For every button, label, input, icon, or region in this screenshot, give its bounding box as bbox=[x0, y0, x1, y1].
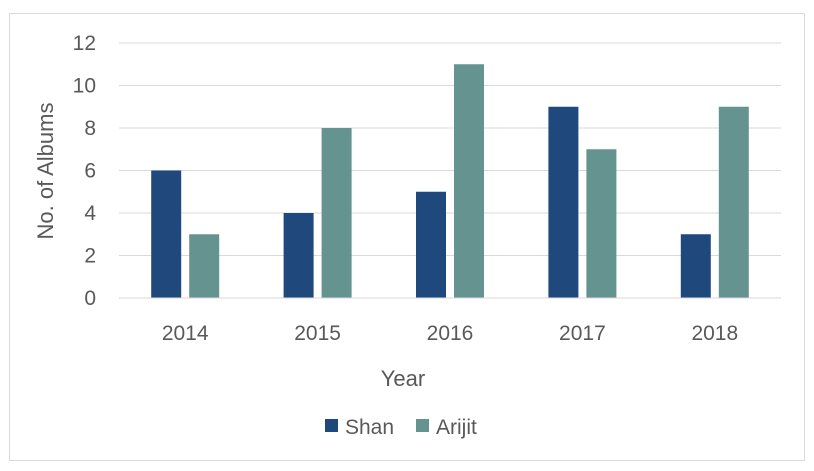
x-tick-label: 2017 bbox=[559, 322, 606, 345]
x-tick-label: 2015 bbox=[294, 322, 341, 345]
y-tick-label: 0 bbox=[84, 287, 96, 310]
chart-frame bbox=[9, 13, 805, 461]
y-tick-label: 12 bbox=[73, 32, 96, 55]
y-tick-label: 4 bbox=[84, 202, 96, 225]
bar-shan-2018 bbox=[680, 234, 711, 298]
legend-label-arijit: Arijit bbox=[436, 416, 477, 439]
bar-shan-2016 bbox=[416, 191, 446, 298]
legend-swatch-arijit bbox=[416, 419, 429, 432]
bar-shan-2015 bbox=[283, 213, 314, 298]
y-axis-tick-labels: 0 2 4 6 8 10 12 bbox=[73, 32, 97, 310]
legend: Shan Arijit bbox=[325, 416, 477, 439]
x-tick-label: 2016 bbox=[427, 322, 474, 345]
x-axis-title: Year bbox=[381, 366, 425, 391]
y-tick-label: 2 bbox=[84, 245, 96, 268]
legend-swatch-shan bbox=[325, 419, 338, 432]
bar-shan-2014 bbox=[151, 170, 182, 298]
bar-arijit-2018 bbox=[718, 106, 749, 298]
x-axis-tick-labels: 2014 2015 2016 2017 2018 bbox=[162, 322, 738, 345]
gridlines bbox=[119, 42, 781, 256]
x-tick-label: 2018 bbox=[691, 322, 738, 345]
y-tick-label: 6 bbox=[84, 160, 96, 183]
bar-arijit-2016 bbox=[454, 64, 484, 298]
y-axis-title: No. of Albums bbox=[33, 103, 58, 240]
y-tick-label: 8 bbox=[84, 117, 96, 140]
bar-arijit-2015 bbox=[321, 128, 352, 298]
x-tick-label: 2014 bbox=[162, 322, 209, 345]
bar-arijit-2017 bbox=[586, 149, 617, 298]
legend-label-shan: Shan bbox=[345, 416, 394, 439]
bars bbox=[151, 64, 749, 298]
bar-shan-2017 bbox=[548, 106, 579, 298]
y-tick-label: 10 bbox=[73, 75, 96, 98]
bar-arijit-2014 bbox=[189, 234, 220, 298]
